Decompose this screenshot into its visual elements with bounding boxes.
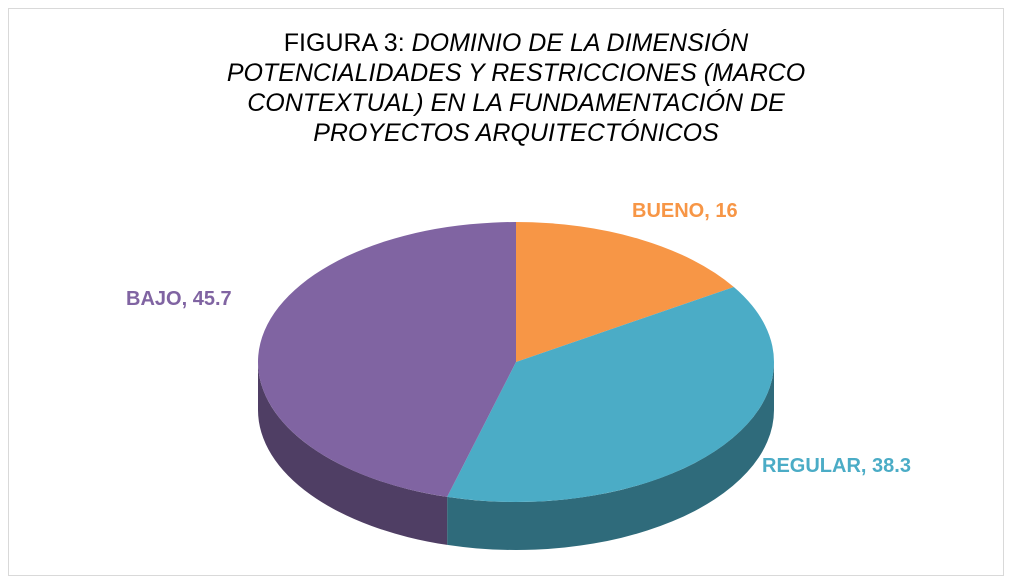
data-label: BAJO45.7 — [126, 288, 232, 311]
figure-label: FIGURA 3: — [283, 29, 405, 57]
chart-title: FIGURA 3: DOMINIO DE LA DIMENSIÓN POTENC… — [176, 28, 856, 148]
pie-slice — [447, 286, 774, 502]
title-text: DOMINIO DE LA DIMENSIÓN POTENCIALIDADES … — [226, 29, 806, 147]
label-category: BUENO — [632, 200, 715, 222]
label-value: 38.3 — [872, 455, 911, 477]
label-value: 45.7 — [192, 288, 232, 310]
data-label: REGULAR38.3 — [762, 455, 911, 478]
pie-slice — [258, 222, 516, 497]
pie-slice — [516, 222, 734, 362]
chart-frame — [8, 8, 1004, 576]
label-value: 16 — [715, 200, 738, 222]
label-category: BAJO — [126, 288, 193, 310]
pie-side — [258, 362, 448, 545]
label-category: REGULAR — [762, 455, 872, 477]
pie-side — [447, 362, 774, 550]
data-label: BUENO16 — [632, 200, 738, 223]
